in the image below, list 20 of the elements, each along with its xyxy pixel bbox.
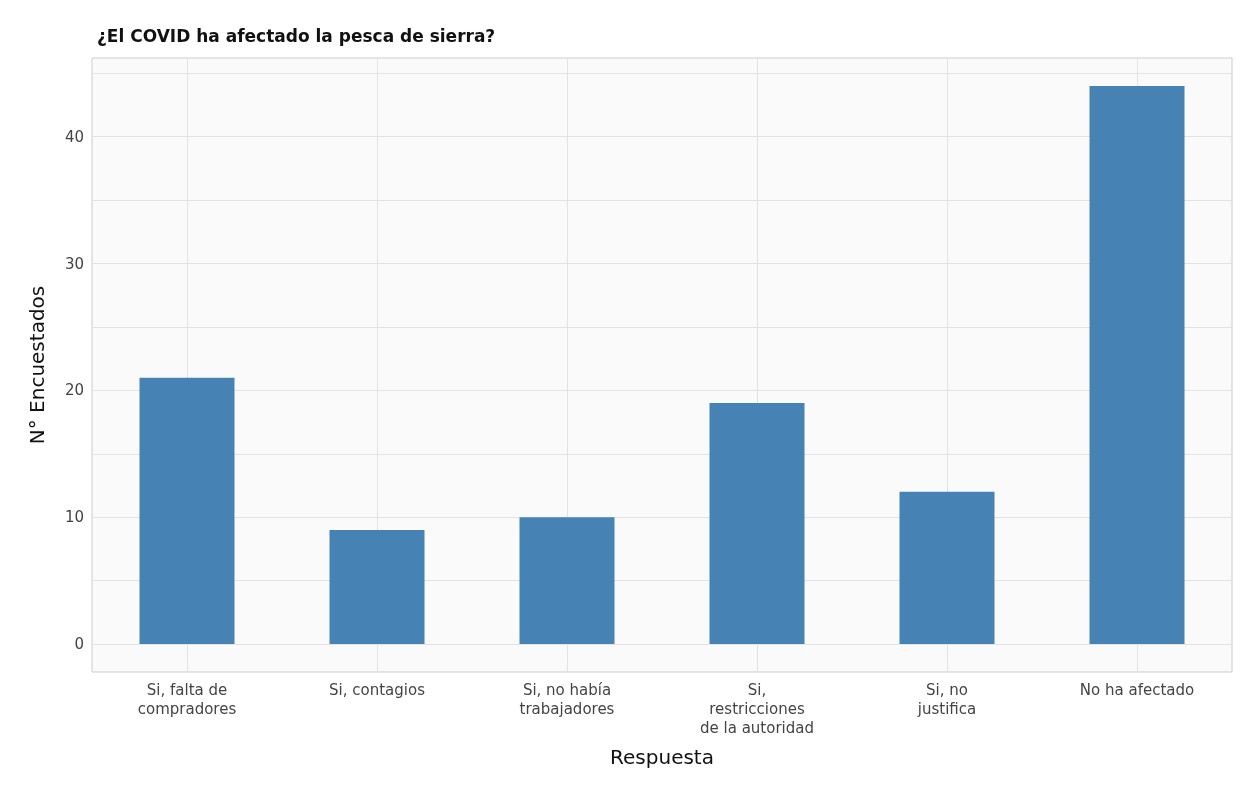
y-tick-label: 20: [64, 381, 84, 400]
bar: [899, 491, 995, 645]
y-axis-title: N° Encuestados: [25, 285, 49, 445]
x-tick-label: Si, no justifica: [916, 680, 977, 718]
bar: [1089, 85, 1185, 645]
bar: [139, 377, 235, 645]
bar: [329, 529, 425, 645]
y-tick-label: 10: [64, 508, 84, 527]
chart-title: ¿El COVID ha afectado la pesca de sierra?: [97, 25, 496, 46]
x-tick-label: Si, contagios: [329, 680, 426, 699]
x-tick-label: No ha afectado: [1079, 680, 1195, 699]
bar: [709, 403, 805, 645]
x-tick-label: Si, falta de compradores: [137, 680, 237, 718]
x-axis-title: Respuesta: [610, 745, 714, 769]
x-tick-label: Si, no había trabajadores: [519, 680, 615, 718]
y-tick-label: 30: [64, 254, 84, 273]
bar: [519, 517, 615, 645]
x-tick-label: Si, restricciones de la autoridad: [700, 680, 814, 737]
y-tick-label: 40: [64, 127, 84, 146]
y-tick-label: 0: [74, 635, 84, 654]
